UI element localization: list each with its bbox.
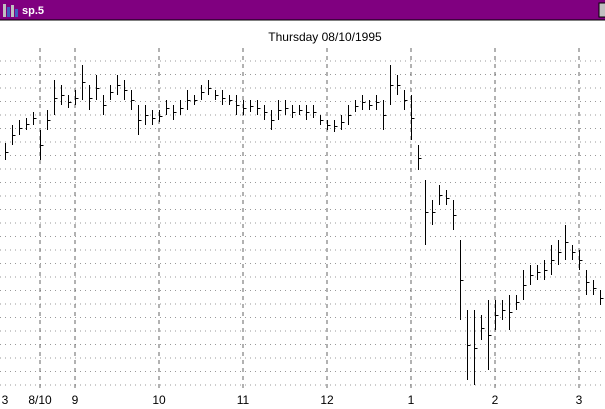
window-title: sp.5 — [22, 5, 44, 17]
x-tick-label: 12 — [320, 393, 334, 407]
x-tick-label: 10 — [152, 393, 166, 407]
x-tick-label: 11 — [237, 393, 250, 407]
x-tick-label: 3 — [2, 393, 9, 407]
app-icon — [3, 4, 18, 17]
plot — [5, 65, 604, 385]
x-tick-label: 9 — [72, 393, 79, 407]
x-tick-label: 2 — [492, 393, 499, 407]
x-tick-label: 1 — [408, 393, 415, 407]
x-tick-label: 8/10 — [28, 393, 52, 407]
window-button[interactable] — [598, 2, 605, 18]
title-bar — [0, 0, 605, 20]
chart-title: Thursday 08/10/1995 — [268, 30, 382, 44]
x-tick-label: 3 — [576, 393, 583, 407]
